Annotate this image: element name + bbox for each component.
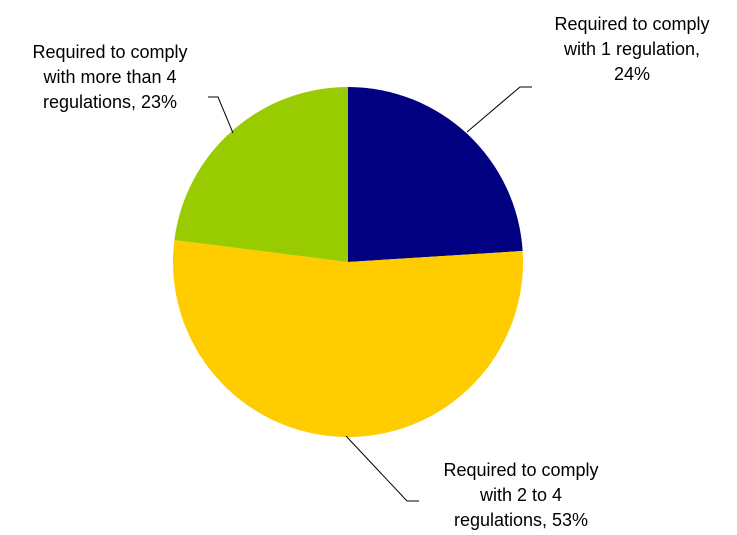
slice-label-3-line-2: with more than 4 xyxy=(42,67,176,87)
slice-label-3-line-3: regulations, 23% xyxy=(43,92,177,112)
leader-lines xyxy=(208,86,532,502)
slice-label-1-line-3: 24% xyxy=(614,64,650,84)
slice-label-3-line-1: Required to comply xyxy=(32,42,187,62)
slice-label-1-line-1: Required to comply xyxy=(554,14,709,34)
pie-slice-3 xyxy=(174,87,348,262)
slice-label-2-line-3: regulations, 53% xyxy=(454,510,588,530)
slice-label-2-line-1: Required to comply xyxy=(443,460,598,480)
slice-label-2: Required to comply with 2 to 4 regulations… xyxy=(443,460,598,530)
pie-slice-1 xyxy=(348,87,523,262)
slice-label-2-line-2: with 2 to 4 xyxy=(479,485,562,505)
slice-label-1: Required to comply with 1 regulation, 24% xyxy=(554,14,709,84)
leader-line-1 xyxy=(466,86,532,133)
slice-label-1-line-2: with 1 regulation, xyxy=(563,39,700,59)
pie-slice-2 xyxy=(173,240,523,438)
slice-labels: Required to comply with 1 regulation, 24%R… xyxy=(32,14,709,530)
leader-line-3 xyxy=(208,96,234,134)
pie-slices xyxy=(173,87,523,438)
leader-line-2 xyxy=(345,435,419,502)
slice-label-3: Required to comply with more than 4 regula… xyxy=(32,42,187,112)
